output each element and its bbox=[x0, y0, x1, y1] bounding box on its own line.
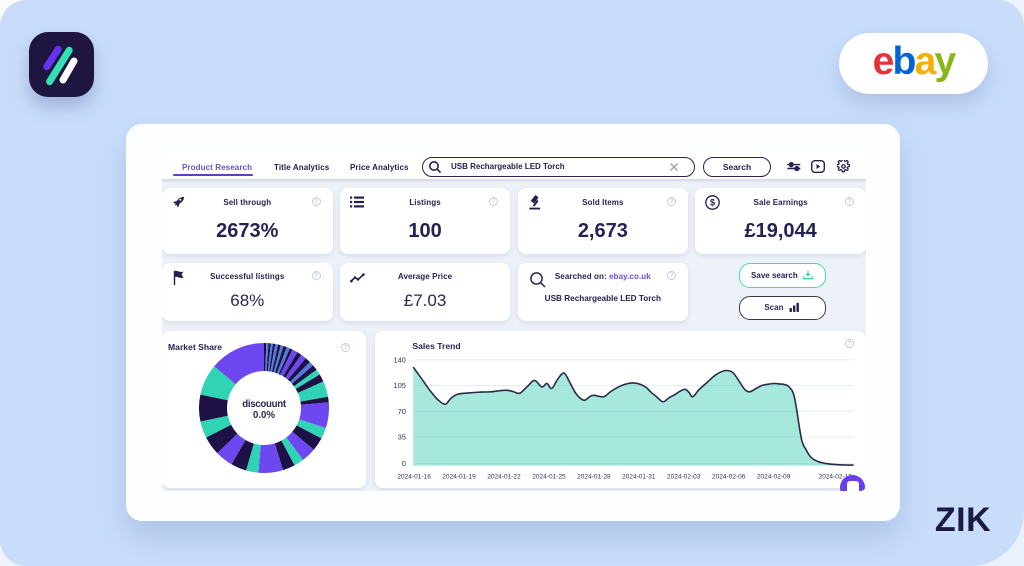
svg-text:2024-02-03: 2024-02-03 bbox=[667, 474, 701, 481]
svg-text:2024-01-31: 2024-01-31 bbox=[622, 474, 656, 481]
svg-text:2024-01-19: 2024-01-19 bbox=[443, 474, 477, 481]
svg-text:70: 70 bbox=[398, 407, 406, 416]
svg-text:$: $ bbox=[710, 198, 715, 208]
svg-text:2024-01-16: 2024-01-16 bbox=[398, 474, 432, 481]
svg-text:2024-02-06: 2024-02-06 bbox=[712, 474, 746, 481]
svg-text:105: 105 bbox=[394, 381, 406, 390]
svg-text:2024-02-09: 2024-02-09 bbox=[757, 474, 791, 481]
svg-text:2024-02-12: 2024-02-12 bbox=[819, 474, 853, 481]
svg-text:140: 140 bbox=[394, 355, 406, 364]
svg-text:0: 0 bbox=[402, 459, 406, 468]
svg-text:2024-01-28: 2024-01-28 bbox=[578, 474, 612, 481]
svg-text:2024-01-25: 2024-01-25 bbox=[533, 474, 567, 481]
svg-text:2024-01-22: 2024-01-22 bbox=[488, 474, 522, 481]
svg-text:35: 35 bbox=[398, 432, 406, 441]
